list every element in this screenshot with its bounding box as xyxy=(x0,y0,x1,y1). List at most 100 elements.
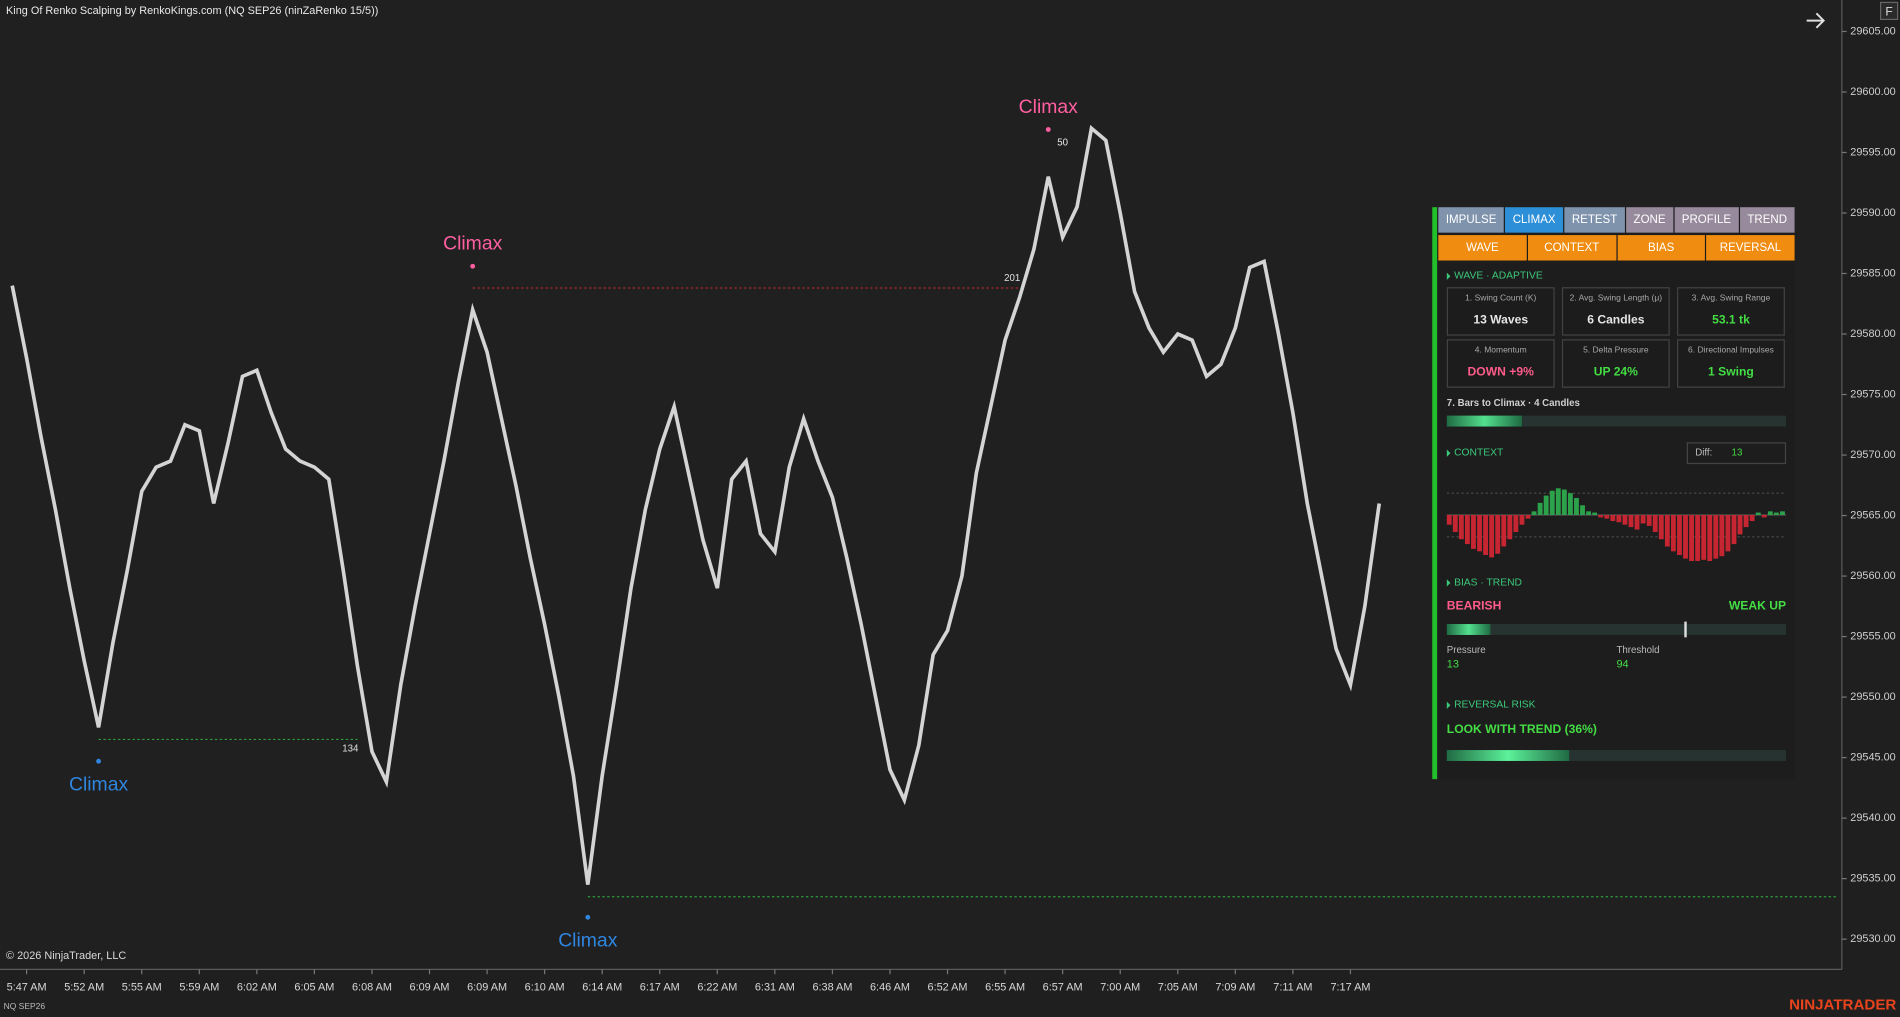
bars-progress-fill xyxy=(1446,415,1522,427)
x-tick-label: 6:08 AM xyxy=(352,981,392,993)
context-bar xyxy=(1580,505,1585,515)
metric-title: 4. Momentum xyxy=(1474,346,1527,356)
bias-heading: BIAS · TREND xyxy=(1454,575,1522,588)
context-bar xyxy=(1586,511,1592,515)
context-bar xyxy=(1731,514,1737,545)
y-tick-label: 29585.00 xyxy=(1850,267,1895,279)
context-bar xyxy=(1452,514,1458,532)
f-button-label[interactable]: F xyxy=(1885,4,1892,18)
x-tick-label: 6:14 AM xyxy=(582,981,622,993)
tab[interactable]: TREND xyxy=(1739,207,1795,233)
threshold-value: 94 xyxy=(1616,657,1629,671)
diff-box: Diff: 13 xyxy=(1686,442,1787,465)
tab[interactable]: CLIMAX xyxy=(1505,207,1564,233)
subtab[interactable]: WAVE xyxy=(1438,235,1527,261)
x-tick-label: 7:05 AM xyxy=(1158,981,1198,993)
context-bar xyxy=(1737,514,1743,535)
context-bar xyxy=(1701,514,1707,560)
x-tick-label: 5:52 AM xyxy=(64,981,104,993)
y-tick-label: 29600.00 xyxy=(1850,86,1895,98)
context-bar xyxy=(1567,493,1573,515)
copyright: © 2026 NinjaTrader, LLC xyxy=(6,950,126,962)
panel-accent xyxy=(1432,207,1438,780)
context-bar xyxy=(1507,514,1513,540)
subtab[interactable]: BIAS xyxy=(1617,235,1706,261)
metric-card: 1. Swing Count (K) 13 Waves xyxy=(1446,287,1555,336)
section-caret xyxy=(1446,701,1451,709)
y-tick-label: 29595.00 xyxy=(1850,146,1895,158)
x-tick-label: 6:09 AM xyxy=(467,981,507,993)
x-tick-label: 6:09 AM xyxy=(410,981,450,993)
pressure-value: 13 xyxy=(1446,657,1459,671)
context-bar xyxy=(1646,514,1652,526)
x-tick-label: 5:47 AM xyxy=(7,981,47,993)
x-tick-label: 7:11 AM xyxy=(1273,981,1312,993)
context-bar xyxy=(1652,514,1658,532)
x-tick-label: 5:59 AM xyxy=(179,981,219,993)
metric-value: 53.1 tk xyxy=(1712,313,1750,328)
context-bar xyxy=(1773,512,1779,515)
climax-label: Climax xyxy=(1019,96,1079,118)
tab-row: IMPULSE CLIMAX RETEST ZONE PROFILE TREND xyxy=(1438,207,1795,233)
context-bar xyxy=(1598,514,1604,518)
note-label: 50 xyxy=(1057,137,1068,148)
bias-state: BEARISH xyxy=(1446,599,1502,614)
context-bar xyxy=(1537,502,1543,515)
context-bar xyxy=(1592,512,1598,515)
y-tick-label: 29545.00 xyxy=(1850,751,1895,763)
subtab[interactable]: REVERSAL xyxy=(1706,235,1795,261)
x-tick-label: 6:05 AM xyxy=(294,981,334,993)
tab[interactable]: RETEST xyxy=(1564,207,1625,233)
context-bar xyxy=(1525,514,1531,519)
context-bar xyxy=(1471,514,1476,549)
metric-card: 6. Directional Impulses 1 Swing xyxy=(1677,339,1785,388)
y-tick-label: 29605.00 xyxy=(1850,25,1895,37)
x-tick-label: 6:55 AM xyxy=(985,981,1025,993)
tab[interactable]: PROFILE xyxy=(1674,207,1739,233)
context-bar xyxy=(1495,514,1501,554)
bars-progress-track xyxy=(1446,415,1787,427)
f-button[interactable] xyxy=(1879,1,1899,20)
level-label: 201 xyxy=(1004,273,1020,284)
bias-bar-fill xyxy=(1446,624,1491,635)
context-bar xyxy=(1464,514,1470,545)
diff-label: Diff: xyxy=(1695,447,1713,459)
reversal-bar-fill xyxy=(1446,750,1569,761)
context-bar xyxy=(1689,514,1694,562)
y-tick-label: 29530.00 xyxy=(1850,933,1895,945)
metric-card: 3. Avg. Swing Range 53.1 tk xyxy=(1677,287,1785,336)
section-caret xyxy=(1446,579,1451,587)
tab[interactable]: IMPULSE xyxy=(1438,207,1504,233)
pressure-label: Pressure xyxy=(1446,644,1486,656)
subtab[interactable]: CONTEXT xyxy=(1527,235,1616,261)
metric-value: 6 Candles xyxy=(1587,313,1645,328)
context-bar xyxy=(1719,514,1725,557)
context-bar xyxy=(1677,514,1682,555)
section-caret xyxy=(1446,449,1451,457)
y-tick-label: 29540.00 xyxy=(1850,812,1895,824)
reversal-bar-track xyxy=(1446,750,1787,761)
section-caret xyxy=(1446,272,1451,280)
context-bar xyxy=(1561,489,1567,515)
tab[interactable]: ZONE xyxy=(1626,207,1674,233)
price-line xyxy=(10,124,1382,885)
arrow-icon[interactable] xyxy=(1806,12,1826,29)
metric-title: 3. Avg. Swing Range xyxy=(1691,294,1771,303)
context-bar xyxy=(1707,514,1713,562)
x-tick-label: 6:17 AM xyxy=(640,981,680,993)
context-bar xyxy=(1658,514,1664,540)
context-bar xyxy=(1713,514,1719,559)
climax-dot xyxy=(470,263,476,269)
context-bar xyxy=(1555,488,1561,515)
context-bar xyxy=(1574,498,1579,515)
context-bar xyxy=(1543,495,1549,515)
context-bar xyxy=(1489,514,1495,558)
logo: NINJATRADER xyxy=(1789,997,1896,1014)
y-tick-label: 29570.00 xyxy=(1850,449,1895,461)
metric-card: 2. Avg. Swing Length (μ) 6 Candles xyxy=(1561,287,1670,336)
y-tick-label: 29565.00 xyxy=(1850,509,1895,521)
y-tick-label: 29590.00 xyxy=(1850,207,1895,219)
subtab-row: WAVE CONTEXT BIAS REVERSAL xyxy=(1438,235,1795,261)
metric-value: 13 Waves xyxy=(1473,313,1529,328)
